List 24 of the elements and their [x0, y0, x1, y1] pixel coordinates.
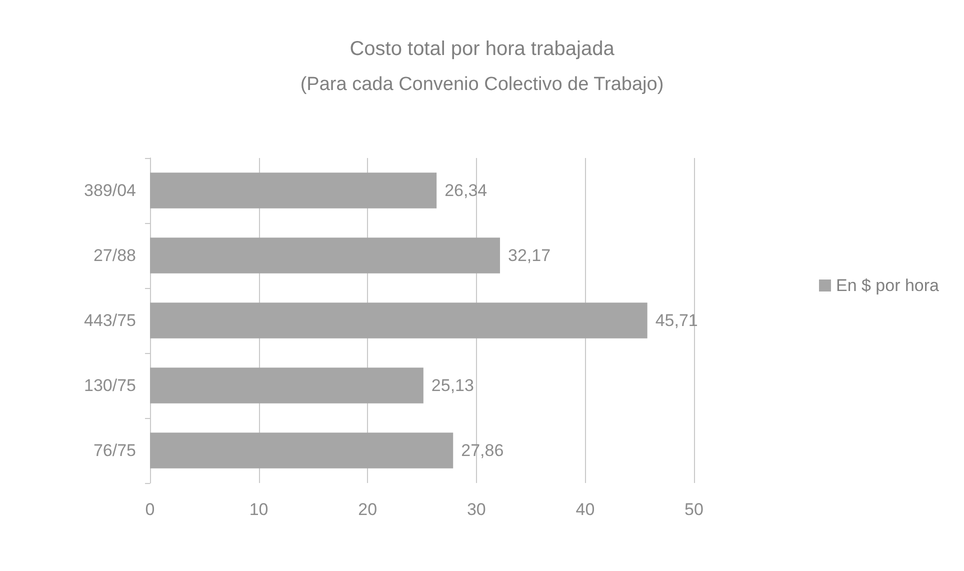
y-tick-label: 389/04	[84, 181, 136, 200]
data-label: 32,17	[508, 246, 551, 265]
x-tick-label: 30	[466, 500, 486, 519]
x-tick-label: 20	[358, 500, 378, 519]
bar	[150, 368, 424, 404]
legend-label: En $ por hora	[836, 276, 940, 295]
x-tick-label: 0	[145, 500, 155, 519]
x-tick-label: 40	[576, 500, 595, 519]
bar	[150, 238, 500, 274]
bar	[150, 432, 454, 468]
data-label: 25,13	[431, 376, 474, 395]
data-label: 45,71	[655, 311, 698, 330]
y-tick-label: 130/75	[84, 376, 136, 395]
x-tick-label: 50	[684, 500, 704, 519]
chart-subtitle: (Para cada Convenio Colectivo de Trabajo)	[300, 74, 664, 95]
chart-title: Costo total por hora trabajada	[350, 38, 616, 60]
x-tick-label: 10	[249, 500, 268, 519]
bar	[150, 172, 437, 208]
bar	[150, 302, 648, 338]
y-tick-label: 443/75	[84, 311, 136, 330]
data-label: 27,86	[461, 441, 504, 460]
data-label: 26,34	[444, 181, 488, 200]
y-tick-label: 76/75	[93, 441, 136, 460]
y-tick-label: 27/88	[93, 246, 136, 265]
